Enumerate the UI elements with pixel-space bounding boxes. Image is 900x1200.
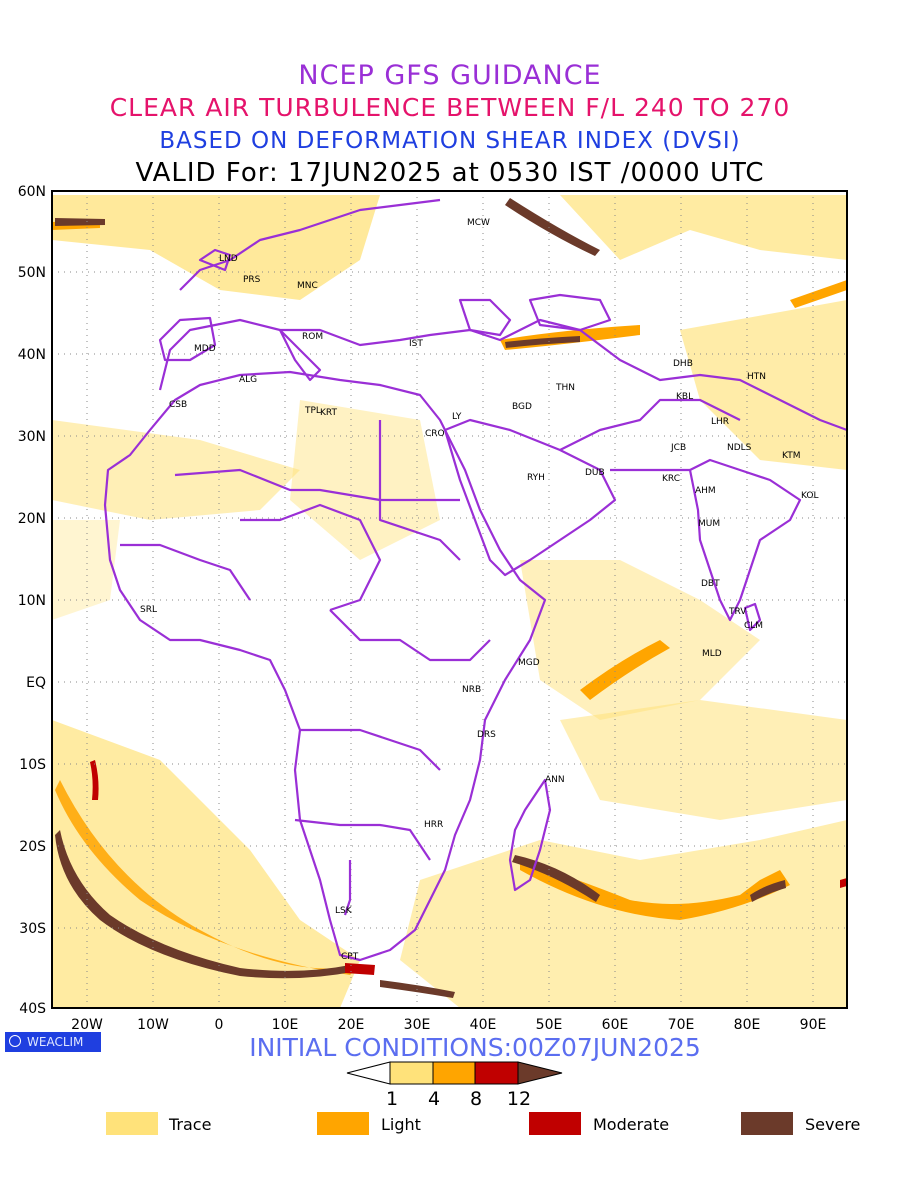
legend-swatch-moderate [529, 1112, 581, 1135]
longitude-labels: 20W 10W 0 10E 20E 30E 40E 50E 60E 70E 80… [71, 1017, 826, 1033]
city-label: DUB [585, 468, 605, 478]
city-label: KTM [782, 451, 800, 461]
lon-label: 20W [71, 1017, 103, 1033]
city-label: TPL [304, 406, 321, 416]
city-label: MGD [518, 658, 540, 668]
lon-label: 80E [734, 1017, 761, 1033]
city-label: RYH [527, 473, 545, 483]
colorbar-segment-severe [517, 1061, 563, 1085]
lat-label: 40N [18, 347, 46, 363]
city-label: CSB [169, 400, 187, 410]
city-label: LHR [711, 417, 729, 427]
logo-circle-icon [9, 1035, 21, 1047]
lat-label: 30S [19, 921, 46, 937]
city-label: KBL [676, 392, 693, 402]
legend-label-moderate: Moderate [593, 1115, 670, 1134]
latitude-labels: 60N 50N 40N 30N 20N 10N EQ 10S 20S 30S 4… [18, 184, 46, 1017]
lat-label: EQ [26, 675, 46, 691]
title-model: NCEP GFS GUIDANCE [298, 60, 602, 91]
city-label: KOL [801, 491, 819, 501]
city-label: HRR [424, 820, 443, 830]
city-label: IST [409, 339, 423, 349]
title-product: CLEAR AIR TURBULENCE BETWEEN F/L 240 TO … [109, 93, 791, 122]
city-label: JCB [670, 443, 686, 453]
city-label: ANN [545, 775, 565, 785]
colorbar-segment-light [432, 1061, 476, 1085]
logo-text: WEACLIM [27, 1035, 84, 1049]
lon-label: 0 [215, 1017, 224, 1033]
city-label: MDD [194, 344, 216, 354]
lat-label: 20S [19, 839, 46, 855]
lon-label: 70E [668, 1017, 695, 1033]
city-label: AHM [695, 486, 716, 496]
colorbar-segment-trace [389, 1061, 434, 1085]
lat-label: 50N [18, 265, 46, 281]
legend-label-trace: Trace [169, 1115, 212, 1134]
city-label: MNC [297, 281, 318, 291]
initial-conditions: INITIAL CONDITIONS:00Z07JUN2025 [249, 1033, 701, 1062]
city-label: CLM [744, 621, 763, 631]
lat-label: 30N [18, 429, 46, 445]
lat-label: 10N [18, 593, 46, 609]
turbulence-map: 60N 50N 40N 30N 20N 10N EQ 10S 20S 30S 4… [18, 184, 848, 1033]
city-label: SRL [140, 605, 157, 615]
city-label: MUM [698, 519, 720, 529]
lon-label: 10W [137, 1017, 169, 1033]
city-label: MCW [467, 218, 490, 228]
city-label: NDLS [727, 443, 752, 453]
city-label: LSK [335, 906, 353, 916]
colorbar-tick: 4 [427, 1088, 441, 1110]
city-label: DBT [701, 579, 720, 589]
colorbar-segment-moderate [474, 1061, 519, 1085]
city-label: CPT [341, 952, 359, 962]
colorbar-tick: 1 [385, 1088, 399, 1110]
city-label: DHB [673, 359, 693, 369]
lat-label: 60N [18, 184, 46, 200]
city-label: KRT [320, 408, 338, 418]
city-label: TRV [728, 607, 747, 617]
country-boundaries [103, 198, 847, 962]
city-label: LY [452, 412, 462, 422]
title-method: BASED ON DEFORMATION SHEAR INDEX (DVSI) [159, 128, 741, 154]
city-label: PRS [243, 275, 261, 285]
city-label: MLD [702, 649, 722, 659]
colorbar-tick: 12 [506, 1088, 532, 1110]
lat-label: 40S [19, 1001, 46, 1017]
city-label: THN [555, 383, 575, 393]
lon-label: 50E [536, 1017, 563, 1033]
city-labels: MCW LND PRS MNC ROM MDD IST ALG CSB TPL … [140, 218, 819, 962]
lon-label: 90E [800, 1017, 827, 1033]
lat-label: 10S [19, 757, 46, 773]
colorbar-segment-below [346, 1061, 391, 1085]
title-valid-time: VALID For: 17JUN2025 at 0530 IST /0000 U… [135, 158, 765, 188]
colorbar [346, 1061, 563, 1085]
lon-label: 40E [470, 1017, 497, 1033]
city-label: DRS [477, 730, 496, 740]
lon-label: 30E [404, 1017, 431, 1033]
city-label: BGD [512, 402, 532, 412]
city-label: CRO [425, 429, 445, 439]
lon-label: 20E [338, 1017, 365, 1033]
city-label: NRB [462, 685, 481, 695]
lat-label: 20N [18, 511, 46, 527]
legend-swatch-severe [741, 1112, 793, 1135]
weaclim-logo: WEACLIM [5, 1032, 101, 1052]
graticule [52, 191, 847, 1008]
legend-label-severe: Severe [805, 1115, 861, 1134]
city-label: HTN [747, 372, 766, 382]
plot-frame [51, 190, 848, 1009]
legend-swatch-trace [106, 1112, 158, 1135]
lon-label: 10E [272, 1017, 299, 1033]
city-label: KRC [662, 474, 680, 484]
city-label: ALG [239, 375, 257, 385]
turbulence-field [52, 195, 847, 1008]
city-label: ROM [302, 332, 323, 342]
lon-label: 60E [602, 1017, 629, 1033]
legend-label-light: Light [381, 1115, 421, 1134]
legend-swatch-light [317, 1112, 369, 1135]
city-label: LND [219, 254, 238, 264]
colorbar-tick: 8 [469, 1088, 483, 1110]
